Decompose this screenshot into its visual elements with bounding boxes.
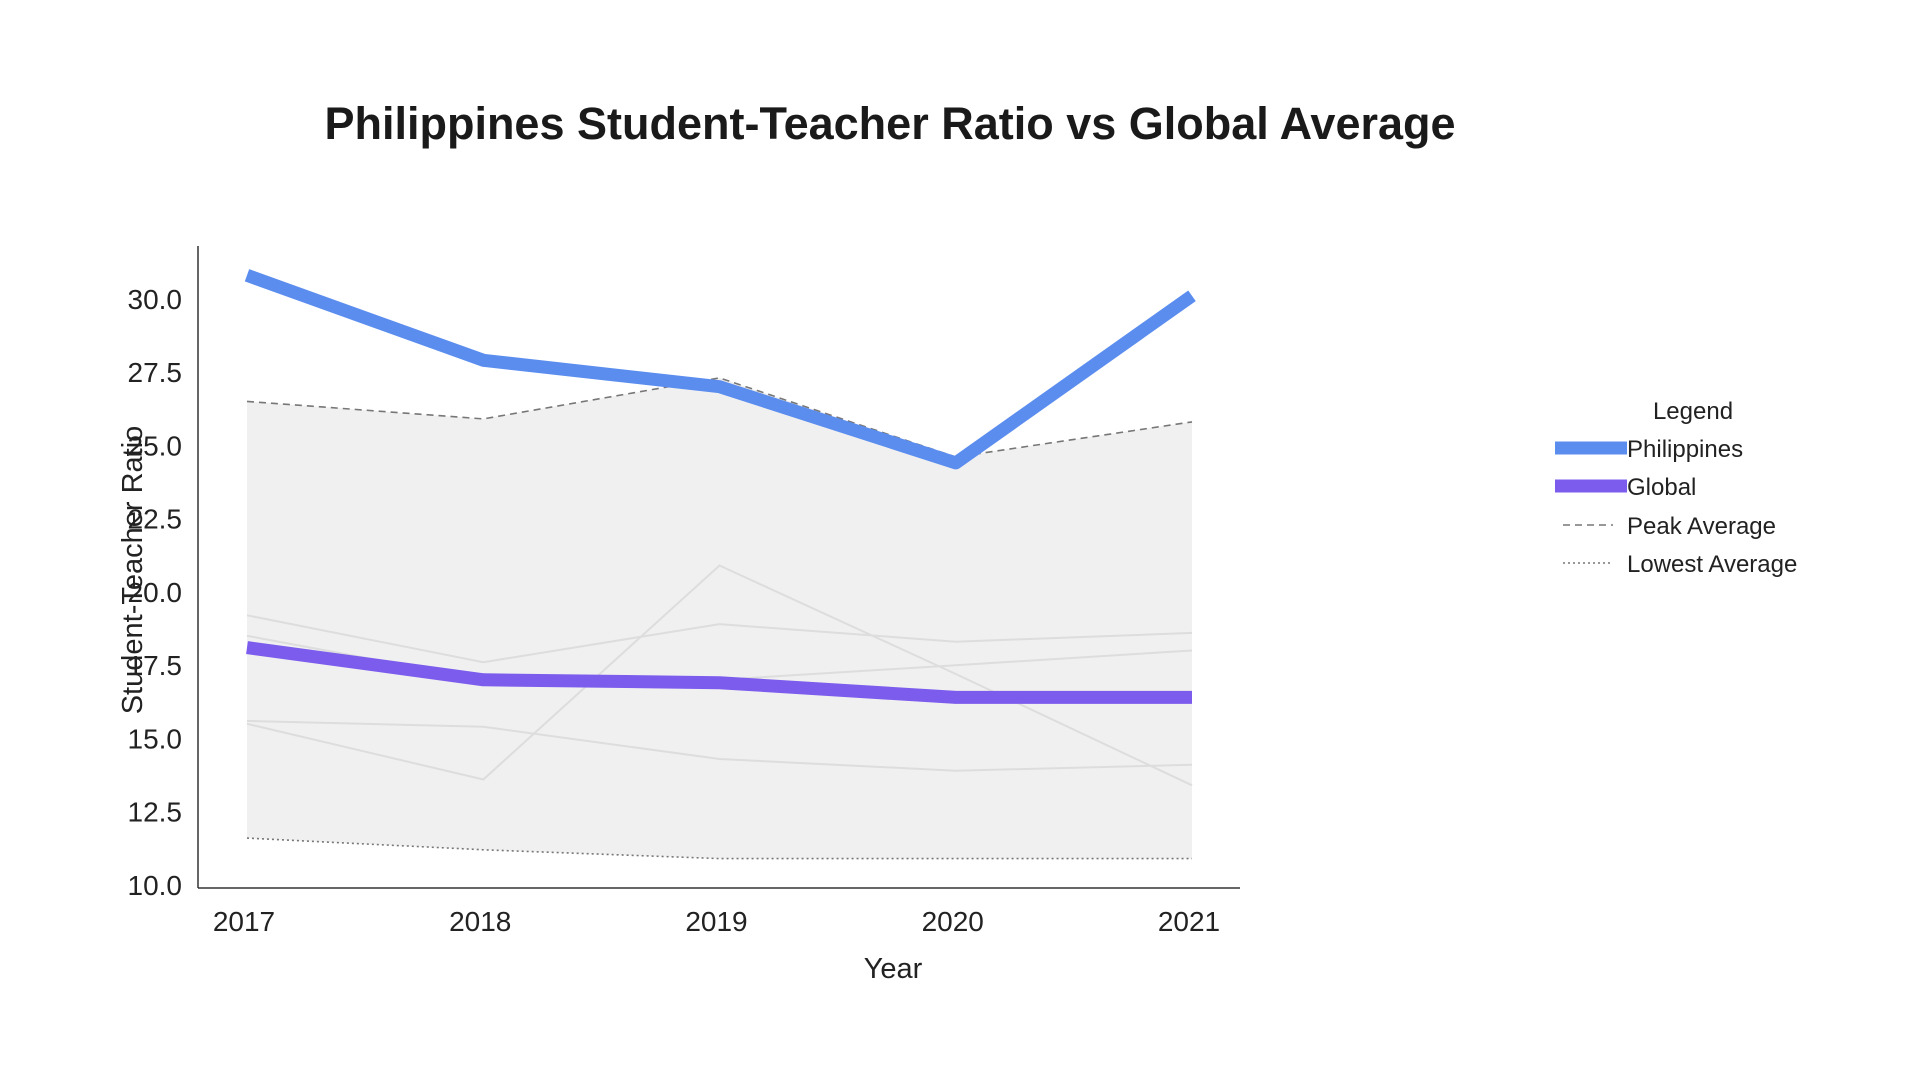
axes-layer: 10.0 12.5 15.0 17.5 20.0 22.5 25.0 27.5 30.0 2017…: [117, 246, 1240, 985]
y-tick-label: 20.0: [128, 577, 183, 608]
y-tick-label: 25.0: [128, 430, 183, 461]
legend-title: Legend: [1653, 398, 1733, 425]
y-tick-label: 27.5: [128, 357, 183, 388]
range-band: [247, 377, 1192, 859]
x-tick-label: 2021: [1158, 906, 1220, 937]
legend-label-philippines: Philippines: [1627, 436, 1743, 463]
legend-label-peak-average: Peak Average: [1627, 513, 1776, 540]
legend-label-lowest-average: Lowest Average: [1627, 551, 1797, 578]
main-series-layer: [244, 269, 1196, 704]
background-series-line-3: [246, 719, 1193, 772]
y-axis-title: Student-Teacher Ratio: [117, 426, 149, 715]
y-tick-label: 17.5: [128, 650, 183, 681]
y-tick-label: 15.0: [128, 723, 183, 754]
legend-label-global: Global: [1627, 474, 1696, 501]
y-tick-label: 10.0: [128, 870, 183, 901]
series-line-global: [246, 641, 1192, 704]
y-tick-label: 12.5: [128, 797, 183, 828]
x-tick-label: 2020: [922, 906, 984, 937]
range-band-layer: [247, 377, 1192, 859]
x-axis-title: Year: [864, 953, 923, 985]
legend: Legend Philippines Global Peak Average Lowes…: [1555, 398, 1797, 578]
x-tick-label: 2018: [449, 906, 511, 937]
series-line-peak-average: [246, 377, 1193, 458]
y-tick-label: 30.0: [128, 284, 183, 315]
background-series-line-4: [246, 564, 1193, 787]
x-tick-label: 2017: [213, 906, 275, 937]
series-line-philippines: [244, 269, 1196, 470]
y-tick-label: 22.5: [128, 504, 183, 535]
x-tick-label: 2019: [685, 906, 747, 937]
average-lines-layer: [246, 377, 1193, 860]
background-series-line-1: [246, 614, 1193, 664]
chart-title: Philippines Student-Teacher Ratio vs Glo…: [324, 98, 1456, 149]
